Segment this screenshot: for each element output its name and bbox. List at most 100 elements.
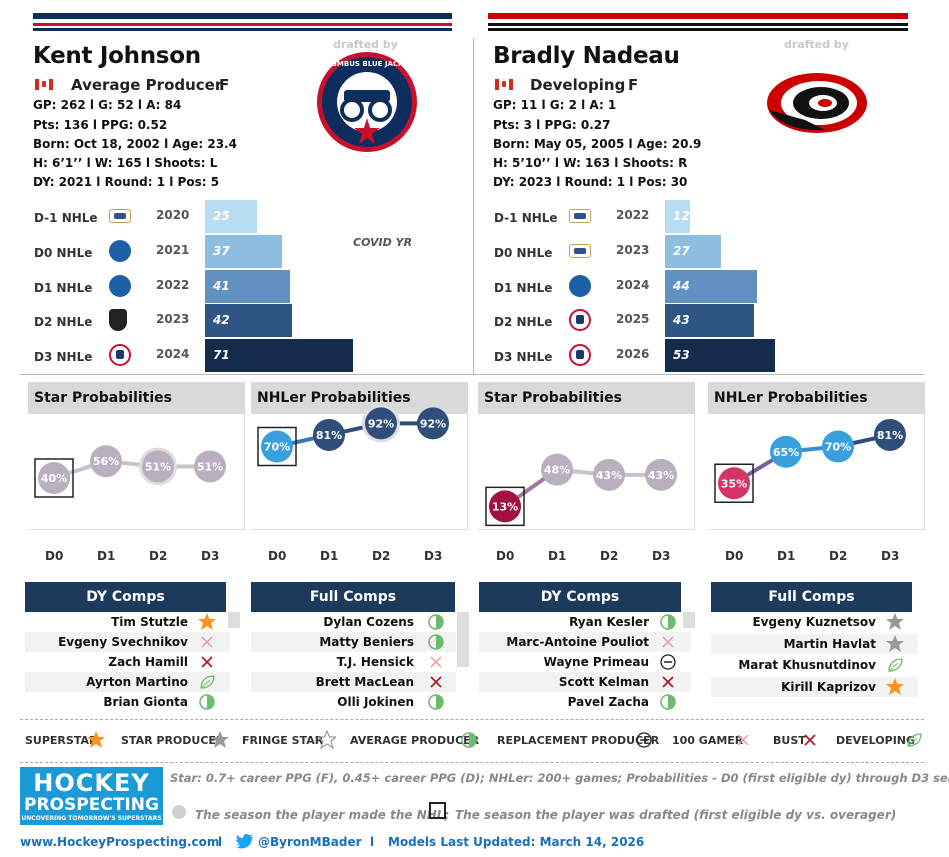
player-role: Average Producer [71, 76, 223, 94]
section-divider [20, 374, 924, 375]
prob-point [541, 453, 573, 486]
player-name: Kent Johnson [33, 43, 201, 69]
footer-separator: l [370, 835, 375, 849]
left-top-bar-navy [33, 13, 452, 19]
prob-label: 81% [877, 429, 903, 442]
legend-label: AVERAGE PRODUCER [350, 734, 480, 747]
star-producer-icon [886, 634, 904, 654]
100-gamer-icon [198, 632, 216, 652]
prob-label: 13% [492, 500, 518, 513]
prob-point [194, 450, 226, 483]
brand-line-2: PROSPECTING [24, 795, 159, 815]
website-link[interactable]: www.HockeyProspecting.com [20, 835, 220, 849]
cbj-logo-text: COLUMBUS BLUE JACKETS [316, 60, 418, 68]
comp-row-bg [479, 632, 691, 652]
d-axis-label: D1 [777, 549, 796, 563]
d-axis-label: D1 [548, 549, 567, 563]
d-axis-label: D2 [600, 549, 619, 563]
d-axis-label: D0 [268, 549, 287, 563]
prob-label: 40% [41, 472, 67, 485]
prob-label: 51% [145, 460, 171, 473]
legend-label: STAR PRODUCER [121, 734, 225, 747]
twitter-handle[interactable]: @ByronMBader [258, 835, 362, 849]
right-top-bar-black-thin [488, 28, 908, 31]
scrollbar[interactable] [228, 612, 240, 628]
season-year: 2023 [616, 243, 650, 257]
prob-label: 43% [596, 469, 622, 482]
models-updated: Models Last Updated: March 14, 2026 [388, 835, 645, 849]
nhle-row-label: D-1 NHLe [494, 211, 558, 225]
nhle-bar: 44 [665, 270, 757, 303]
season-year: 2025 [616, 312, 650, 326]
comp-player-name: Scott Kelman [558, 675, 649, 689]
hockey-prospecting-logo: HOCKEY PROSPECTING UNCOVERING TOMORROW'S… [20, 767, 163, 825]
star-producer-icon [886, 612, 904, 632]
comp-player-name: Pavel Zacha [567, 695, 649, 709]
right-top-bar-red [488, 13, 908, 19]
season-year: 2022 [616, 208, 650, 222]
superstar-icon [87, 730, 106, 750]
prob-point [313, 418, 345, 451]
full-comps-header-left: Full Comps [251, 582, 455, 612]
prob-point [365, 407, 397, 440]
made-nhl-note: The season the player made the NHL; [195, 808, 450, 822]
d-axis-label: D3 [201, 549, 220, 563]
nhle-row-label: D2 NHLe [494, 315, 553, 329]
probability-charts: 40% 56% 51% 51% 70% 81% 92% 92% 13% 48% 43% 43% 35% 6… [34, 404, 906, 527]
legend-bar [20, 719, 924, 763]
star-prob-header-left: Star Probabilities [28, 382, 245, 414]
d-axis-label: D1 [320, 549, 339, 563]
nhle-row-label: D3 NHLe [34, 350, 93, 364]
twitter-icon[interactable] [236, 834, 254, 849]
season-year: 2026 [616, 347, 650, 361]
prob-label: 92% [368, 417, 394, 430]
d-axis-label: D2 [829, 549, 848, 563]
season-year: 2024 [156, 347, 190, 361]
average-producer-icon [460, 730, 478, 750]
d-axis-label: D3 [424, 549, 443, 563]
player-position: F [219, 76, 230, 94]
chl-league-icon [109, 209, 131, 223]
bust-icon [427, 672, 445, 692]
comp-player-name: Zach Hamill [108, 655, 188, 669]
carolina-hurricanes-logo [767, 73, 867, 133]
stat-line-5: DY: 2021 l Round: 1 l Pos: 5 [33, 175, 220, 189]
prob-label: 65% [773, 446, 799, 459]
nhle-bar: 43 [665, 304, 755, 337]
season-year: 2023 [156, 312, 190, 326]
legend-label: SUPERSTAR [25, 734, 98, 747]
nhle-row-label: D-1 NHLe [34, 211, 98, 225]
scrollbar[interactable] [683, 612, 695, 628]
developing-icon [198, 672, 216, 692]
full-comps-header-right: Full Comps [711, 582, 912, 612]
player-name: Bradly Nadeau [493, 43, 680, 69]
right-top-bar-black [488, 23, 908, 26]
season-year: 2021 [156, 243, 190, 257]
d-axis-label: D2 [149, 549, 168, 563]
stat-line-4: H: 5’10’’ l W: 163 l Shoots: R [493, 156, 688, 170]
stat-line-5: DY: 2023 l Round: 1 l Pos: 30 [493, 175, 688, 189]
nhle-row-label: D0 NHLe [494, 246, 553, 260]
footer-separator: l [218, 835, 223, 849]
player-position: F [628, 76, 639, 94]
d-axis-label: D1 [97, 549, 116, 563]
comp-player-name: Brian Gionta [103, 695, 188, 709]
prob-point [417, 407, 449, 440]
superstar-icon [198, 612, 216, 632]
comp-player-name: Evgeny Kuznetsov [752, 615, 876, 629]
prob-label: 35% [721, 477, 747, 490]
100-gamer-icon [427, 652, 445, 672]
average-producer-icon [659, 612, 677, 632]
comp-player-name: Tim Stutzle [111, 615, 188, 629]
legend-label: 100 GAMER [672, 734, 744, 747]
scrollbar[interactable] [457, 612, 469, 667]
prob-point [645, 458, 677, 491]
ncaa-league-icon [109, 240, 131, 262]
star-prob-header-right: Star Probabilities [478, 382, 695, 414]
prob-label: 70% [264, 441, 290, 454]
bust-icon [801, 730, 817, 750]
average-producer-icon [427, 632, 445, 652]
nhle-bar: 41 [205, 270, 291, 303]
prob-label: 81% [316, 429, 342, 442]
bust-icon [659, 672, 677, 692]
